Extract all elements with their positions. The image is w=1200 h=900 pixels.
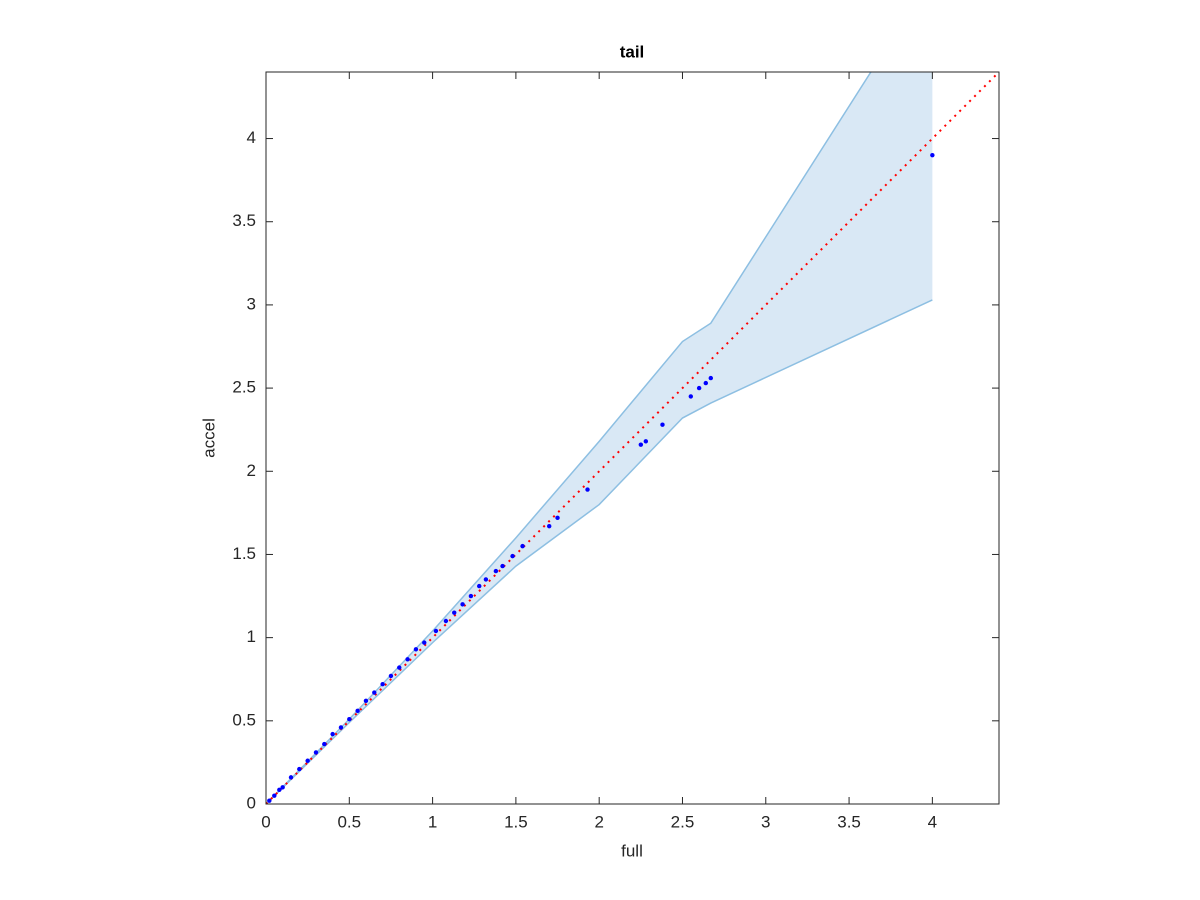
data-point — [433, 628, 439, 634]
data-point — [510, 553, 515, 559]
x-tick-label: 3 — [761, 812, 770, 831]
data-point — [313, 750, 319, 755]
x-tick-label: 4 — [928, 812, 937, 831]
data-point — [452, 610, 457, 615]
data-point — [355, 708, 360, 714]
data-point — [277, 787, 282, 793]
data-point — [372, 690, 377, 695]
data-point — [322, 741, 327, 747]
x-tick-label: 1 — [428, 812, 437, 831]
data-point — [380, 682, 385, 687]
data-point — [708, 375, 713, 381]
data-point — [696, 385, 702, 391]
data-point — [477, 583, 482, 589]
data-point — [405, 657, 410, 662]
data-point — [363, 698, 369, 704]
data-point — [688, 394, 694, 399]
chart-title: tail — [620, 42, 645, 61]
data-point — [288, 775, 294, 780]
data-point — [520, 543, 525, 549]
data-point — [443, 618, 449, 624]
data-point — [638, 442, 644, 447]
data-point — [500, 563, 505, 569]
data-point — [347, 716, 352, 722]
y-tick-label: 0 — [247, 793, 256, 812]
band-upper-edge — [266, 72, 872, 804]
data-point — [460, 602, 465, 607]
data-point — [555, 515, 560, 521]
data-point — [585, 487, 590, 492]
axes-box — [265, 71, 1000, 805]
data-point — [643, 439, 649, 444]
y-tick-label: 2.5 — [232, 378, 256, 397]
x-tick-label: 1.5 — [504, 812, 528, 831]
data-point — [272, 793, 277, 798]
y-tick-label: 0.5 — [232, 710, 256, 729]
x-tick-label: 0.5 — [337, 812, 361, 831]
y-tick-label: 4 — [247, 128, 256, 147]
data-point — [930, 152, 935, 158]
x-axis-label: full — [621, 841, 643, 860]
confidence-band — [266, 72, 933, 804]
data-point — [267, 798, 272, 803]
y-tick-label: 3.5 — [232, 211, 256, 230]
data-point — [468, 593, 474, 599]
data-point — [338, 725, 344, 730]
data-point — [388, 673, 394, 679]
x-tick-label: 2.5 — [671, 812, 695, 831]
data-point — [422, 640, 427, 645]
data-point — [493, 568, 499, 574]
x-tick-label: 2 — [594, 812, 603, 831]
x-tick-label: 0 — [261, 812, 270, 831]
data-point — [660, 422, 665, 427]
y-tick-label: 1 — [247, 627, 256, 646]
data-point — [330, 731, 335, 737]
x-tick-label: 3.5 — [837, 812, 861, 831]
data-point — [305, 758, 310, 763]
data-point — [483, 577, 489, 582]
data-point — [297, 766, 302, 772]
data-point — [413, 647, 419, 652]
y-tick-label: 2 — [247, 461, 256, 480]
y-tick-label: 1.5 — [232, 544, 256, 563]
data-point — [397, 665, 402, 670]
y-axis-label: accel — [199, 418, 218, 458]
data-point — [280, 785, 285, 790]
data-point — [547, 523, 552, 529]
plot-area — [266, 72, 999, 804]
data-point — [703, 380, 708, 386]
y-tick-label: 3 — [247, 294, 256, 313]
band-lower-edge — [266, 299, 933, 804]
